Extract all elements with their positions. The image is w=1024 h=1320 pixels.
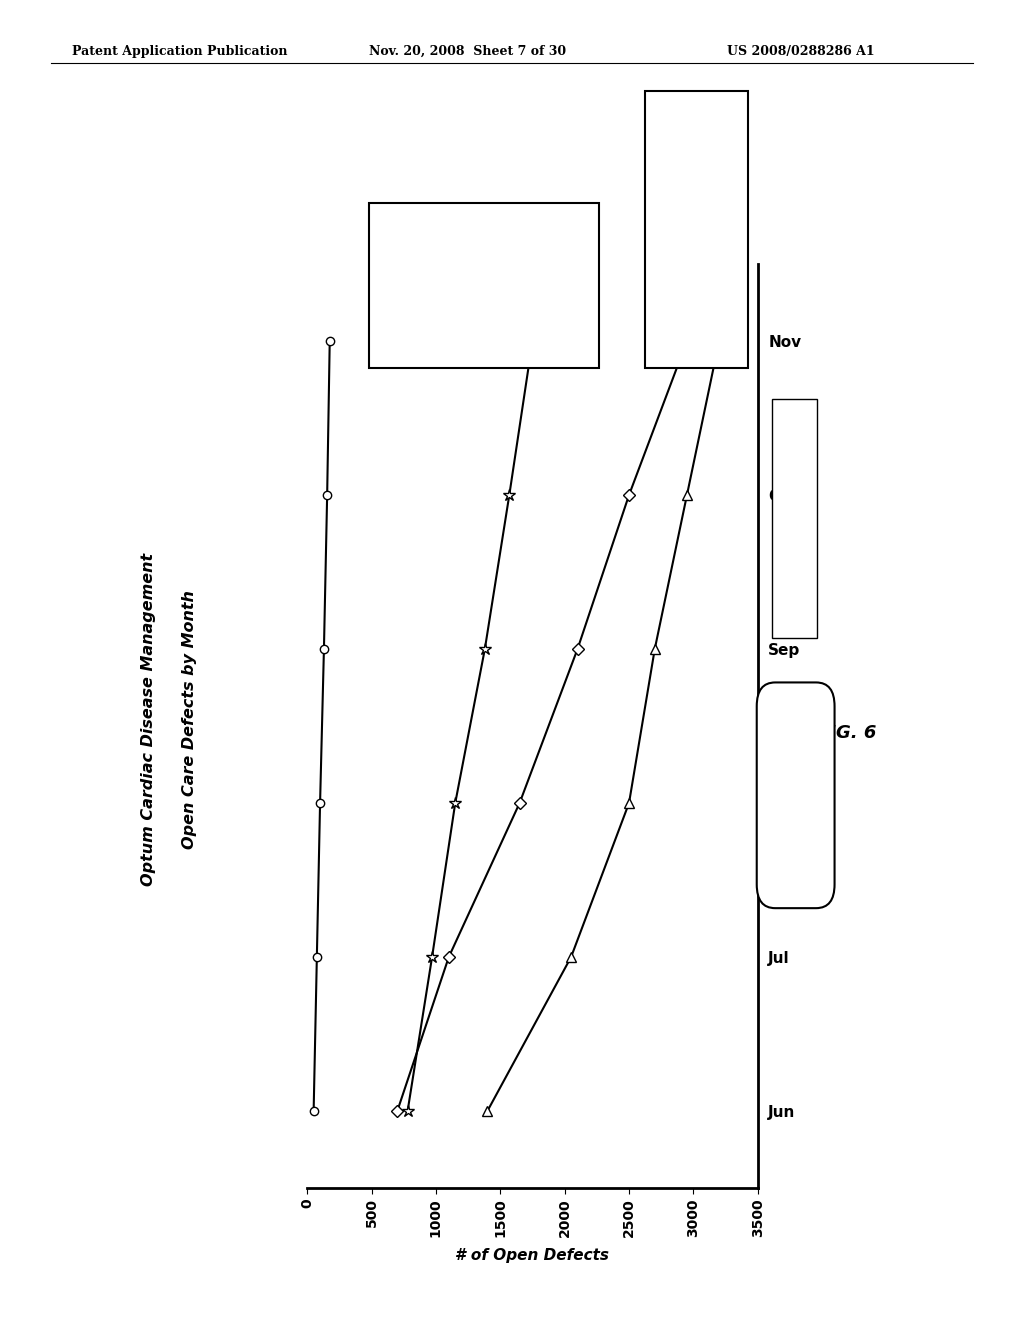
Right Provider [713,333,725,348]
Text: Optum Cardiac Disease Management: Optum Cardiac Disease Management [141,553,156,886]
Text: Data shown is contrived data,
Optum only started tracking this
detail in early N: Data shown is contrived data, Optum only… [673,133,720,326]
Right Care [321,487,333,503]
Line: Right Care: Right Care [309,337,334,1115]
Right Rx [426,949,438,965]
Line: Right LifeStyle: Right LifeStyle [393,337,691,1115]
Text: △: △ [387,330,397,343]
Text: Patent Application Publication: Patent Application Publication [72,45,287,58]
Text: ▼: ▼ [791,411,799,421]
Right Provider [565,949,578,965]
Text: US 2008/0288286 A1: US 2008/0288286 A1 [727,45,874,58]
Right LifeStyle [681,333,693,348]
Right Rx [478,642,490,657]
Right Care [314,795,327,810]
Text: Open: Open [788,777,803,813]
Right Rx [503,487,515,503]
Text: All Care Defect Types: All Care Defect Types [790,471,800,591]
Right LifeStyle [571,642,584,657]
Text: Right Provider: Right Provider [404,296,494,309]
Text: FIG. 6: FIG. 6 [817,723,877,742]
Line: Right Provider: Right Provider [482,337,724,1115]
Text: ☆: ☆ [387,296,397,309]
Text: ◇: ◇ [387,261,397,275]
Text: Nov. 20, 2008  Sheet 7 of 30: Nov. 20, 2008 Sheet 7 of 30 [369,45,566,58]
Right Provider [681,487,693,503]
Right Care [310,949,323,965]
Right Rx [450,795,462,810]
Text: Right Rx: Right Rx [404,330,458,343]
Line: Right Rx: Right Rx [401,335,539,1117]
Text: ○: ○ [387,227,397,240]
Right LifeStyle [513,795,525,810]
Right Provider [623,795,635,810]
Right LifeStyle [391,1104,403,1119]
Right Care [317,642,330,657]
Right LifeStyle [623,487,635,503]
Right Rx [401,1104,414,1119]
Right Care [307,1104,319,1119]
Right LifeStyle [442,949,455,965]
X-axis label: # of Open Defects: # of Open Defects [456,1249,609,1263]
Right Rx [526,333,539,348]
Right Care [324,333,336,348]
Text: Right LifeStyle: Right LifeStyle [404,261,496,275]
Right Provider [648,642,660,657]
Text: Open Care Defects by Month: Open Care Defects by Month [182,590,197,849]
Right Provider [481,1104,494,1119]
Text: Right Care: Right Care [404,227,470,240]
